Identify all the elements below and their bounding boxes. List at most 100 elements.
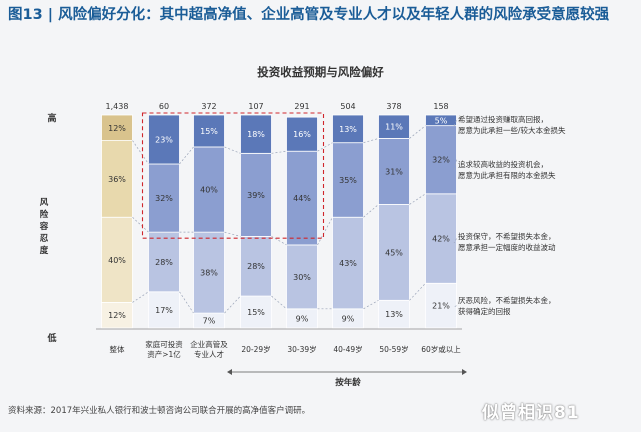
sample-size-label: 372: [201, 102, 216, 111]
connector-line: [317, 142, 333, 152]
bar-value-label: 42%: [432, 235, 450, 244]
bar-value-label: 13%: [385, 310, 403, 319]
connector-line: [317, 217, 333, 246]
bar-segment: [148, 163, 180, 233]
bar-segment: [101, 216, 133, 303]
bar-value-label: 23%: [155, 135, 173, 144]
connector-line: [409, 125, 426, 139]
connector-line: [132, 291, 149, 303]
age-axis-arrow-left: [227, 369, 232, 375]
category-label: 40-49岁: [333, 344, 362, 354]
category-label: 整体: [110, 344, 125, 354]
y-axis-label-char: 险: [40, 209, 49, 220]
bar-segment: [378, 299, 410, 329]
bar-segment: [240, 236, 272, 297]
bar-segment: [148, 114, 180, 165]
bar-value-label: 28%: [247, 262, 265, 271]
connector-line: [363, 204, 379, 218]
legend-text: 追求较高收益的投资机会，: [458, 159, 548, 169]
sample-size-label: 60: [159, 102, 169, 111]
connector-line: [132, 216, 149, 233]
y-top-label: 高: [47, 112, 56, 124]
connector-line: [271, 295, 287, 310]
y-axis-label-char: 容: [39, 221, 49, 232]
chart-title: 投资收益预期与风险偏好: [257, 65, 384, 79]
figure-title: 图13 | 风险偏好分化：其中超高净值、企业高管及专业人才以及年轻人群的风险承受…: [8, 7, 610, 23]
legend-leader-line: [453, 159, 457, 172]
bar-value-label: 32%: [155, 194, 173, 203]
bar-value-label: 15%: [200, 127, 218, 136]
bar-value-label: 12%: [108, 124, 126, 133]
category-label: 20-29岁: [241, 344, 270, 354]
category-label: 60岁或以上: [421, 344, 461, 354]
bar-segment: [378, 204, 410, 301]
source-note: 资料来源：2017年兴业私人银行和波士顿咨询公司联合开展的高净值客户调研。: [8, 406, 311, 416]
bar-segment: [286, 150, 318, 246]
bar-value-label: 43%: [339, 259, 357, 268]
x-axis-label: 按年龄: [335, 377, 361, 388]
sample-size-label: 107: [248, 102, 263, 111]
bar-segment: [193, 114, 225, 148]
bar-value-label: 45%: [385, 248, 403, 257]
legend-leader-line: [453, 120, 457, 127]
bar-value-label: 9%: [296, 314, 309, 323]
sample-size-label: 291: [294, 102, 309, 111]
connector-line: [271, 150, 287, 154]
sample-size-label: 158: [433, 102, 448, 111]
sample-size-label: 504: [340, 102, 355, 111]
bar-value-label: 12%: [108, 311, 126, 320]
y-axis-label-char: 风: [40, 198, 49, 208]
bar-value-label: 16%: [293, 130, 311, 139]
category-label: 企业高管及专业人才: [190, 339, 228, 359]
bar-segment: [378, 114, 410, 139]
bar-value-label: 39%: [247, 191, 265, 200]
bar-segment: [425, 193, 457, 284]
bar-segment: [332, 142, 364, 218]
category-label: 50-59岁: [379, 344, 408, 354]
y-axis-label-char: 度: [40, 245, 49, 256]
bar-value-label: 15%: [247, 308, 265, 317]
bar-value-label: 35%: [339, 176, 357, 185]
bar-segment: [101, 114, 133, 141]
legend-text: 愿意为此承担有限的本金损失: [458, 170, 556, 180]
legend-text: 愿意为此承担一些/较大本金损失: [458, 125, 566, 135]
bar-value-label: 38%: [200, 269, 218, 278]
age-axis-arrow-right: [462, 369, 467, 375]
bar-segment: [240, 295, 272, 329]
connector-line: [179, 146, 194, 165]
connector-line: [224, 146, 241, 154]
bar-value-label: 40%: [200, 186, 218, 195]
connector-line: [409, 283, 426, 301]
connector-line: [132, 140, 149, 165]
legend-text: 希望通过投资赚取高回报，: [458, 114, 548, 124]
bar-segment: [101, 302, 133, 329]
y-axis-label-char: 忍: [40, 234, 49, 244]
bar-value-label: 31%: [385, 167, 403, 176]
bar-segment: [332, 216, 364, 310]
sample-size-label: 1,438: [106, 102, 129, 111]
highlight-box: [141, 112, 325, 239]
connector-line: [409, 193, 426, 205]
legend-text: 愿意承担一定幅度的收益波动: [458, 242, 556, 252]
bar-value-label: 7%: [203, 317, 216, 326]
bar-value-label: 11%: [385, 123, 403, 132]
legend-text: 厌恶风险，不希望损失本金，: [458, 295, 556, 305]
bar-value-label: 32%: [432, 156, 450, 165]
y-bottom-label: 低: [46, 332, 56, 344]
category-label: 30-39岁: [287, 344, 316, 354]
bar-value-label: 28%: [155, 258, 173, 267]
bar-segment: [240, 114, 272, 154]
bar-value-label: 30%: [293, 273, 311, 282]
category-label: 家庭可投资资产>1亿: [145, 339, 183, 359]
watermark: 似曾相识81: [482, 403, 580, 423]
connector-line: [224, 295, 241, 314]
legend-text: 获得确定的回报: [458, 306, 511, 316]
connector-line: [363, 300, 379, 310]
bar-value-label: 13%: [339, 125, 357, 134]
bar-value-label: 9%: [342, 314, 355, 323]
bar-segment: [332, 114, 364, 144]
legend-leader-line: [453, 238, 457, 244]
bar-value-label: 21%: [432, 302, 450, 311]
bar-segment: [101, 140, 133, 218]
